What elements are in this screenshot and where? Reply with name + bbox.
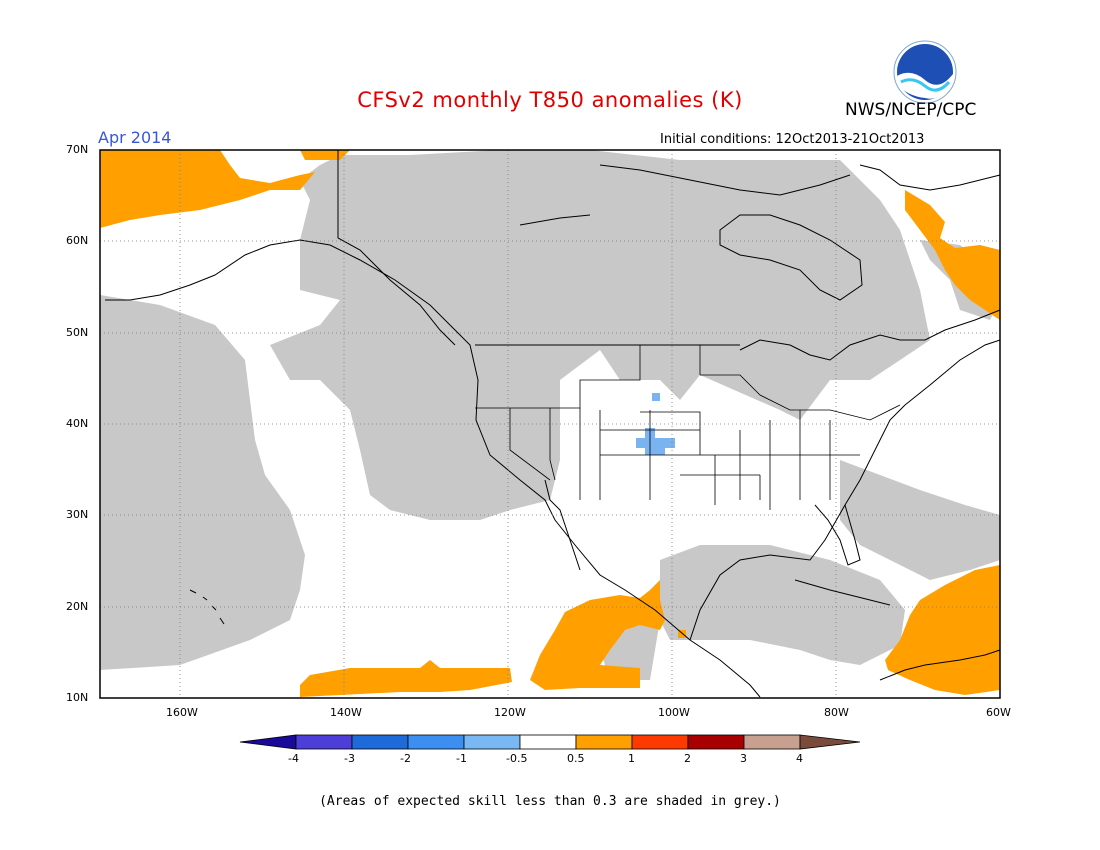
forecast-period: Apr 2014 — [98, 128, 172, 147]
lat-label-60n: 60N — [66, 234, 89, 247]
lat-label-40n: 40N — [66, 417, 89, 430]
legend-tick: 3 — [740, 752, 747, 765]
organization-label: NWS/NCEP/CPC — [845, 100, 977, 120]
legend-tick: -2 — [400, 752, 411, 765]
legend-tick: -1 — [456, 752, 467, 765]
country-borders — [337, 150, 740, 346]
legend-tick: -4 — [288, 752, 299, 765]
cool-anomaly-shading — [636, 393, 675, 455]
legend-tick: -0.5 — [506, 752, 528, 765]
legend-tick: 1 — [628, 752, 635, 765]
lat-label-20n: 20N — [66, 600, 89, 613]
warm-anomaly-shading — [100, 150, 1000, 697]
legend-colorbar — [239, 734, 861, 750]
noaa-logo — [893, 40, 957, 104]
lon-label-140w: 140W — [330, 706, 362, 719]
legend-tick: 0.5 — [567, 752, 585, 765]
map-gridlines — [100, 150, 1000, 698]
lat-label-10n: 10N — [66, 691, 89, 704]
hawaii-islands — [189, 589, 225, 625]
legend-tick: -3 — [344, 752, 355, 765]
legend-tick: 4 — [796, 752, 803, 765]
lat-label-30n: 30N — [66, 508, 89, 521]
legend-tick: 2 — [684, 752, 691, 765]
lon-label-100w: 100W — [658, 706, 690, 719]
lon-label-60w: 60W — [986, 706, 1011, 719]
lat-label-50n: 50N — [66, 326, 89, 339]
lon-label-80w: 80W — [824, 706, 849, 719]
map-title: CFSv2 monthly T850 anomalies (K) — [357, 88, 743, 112]
lat-label-70n: 70N — [66, 143, 89, 156]
initial-conditions: Initial conditions: 12Oct2013-21Oct2013 — [660, 132, 925, 147]
lon-label-160w: 160W — [166, 706, 198, 719]
coastlines — [105, 164, 1001, 698]
state-borders — [475, 344, 901, 510]
lon-label-120w: 120W — [494, 706, 526, 719]
map-frame — [99, 149, 1001, 699]
skill-footnote: (Areas of expected skill less than 0.3 a… — [319, 794, 781, 809]
